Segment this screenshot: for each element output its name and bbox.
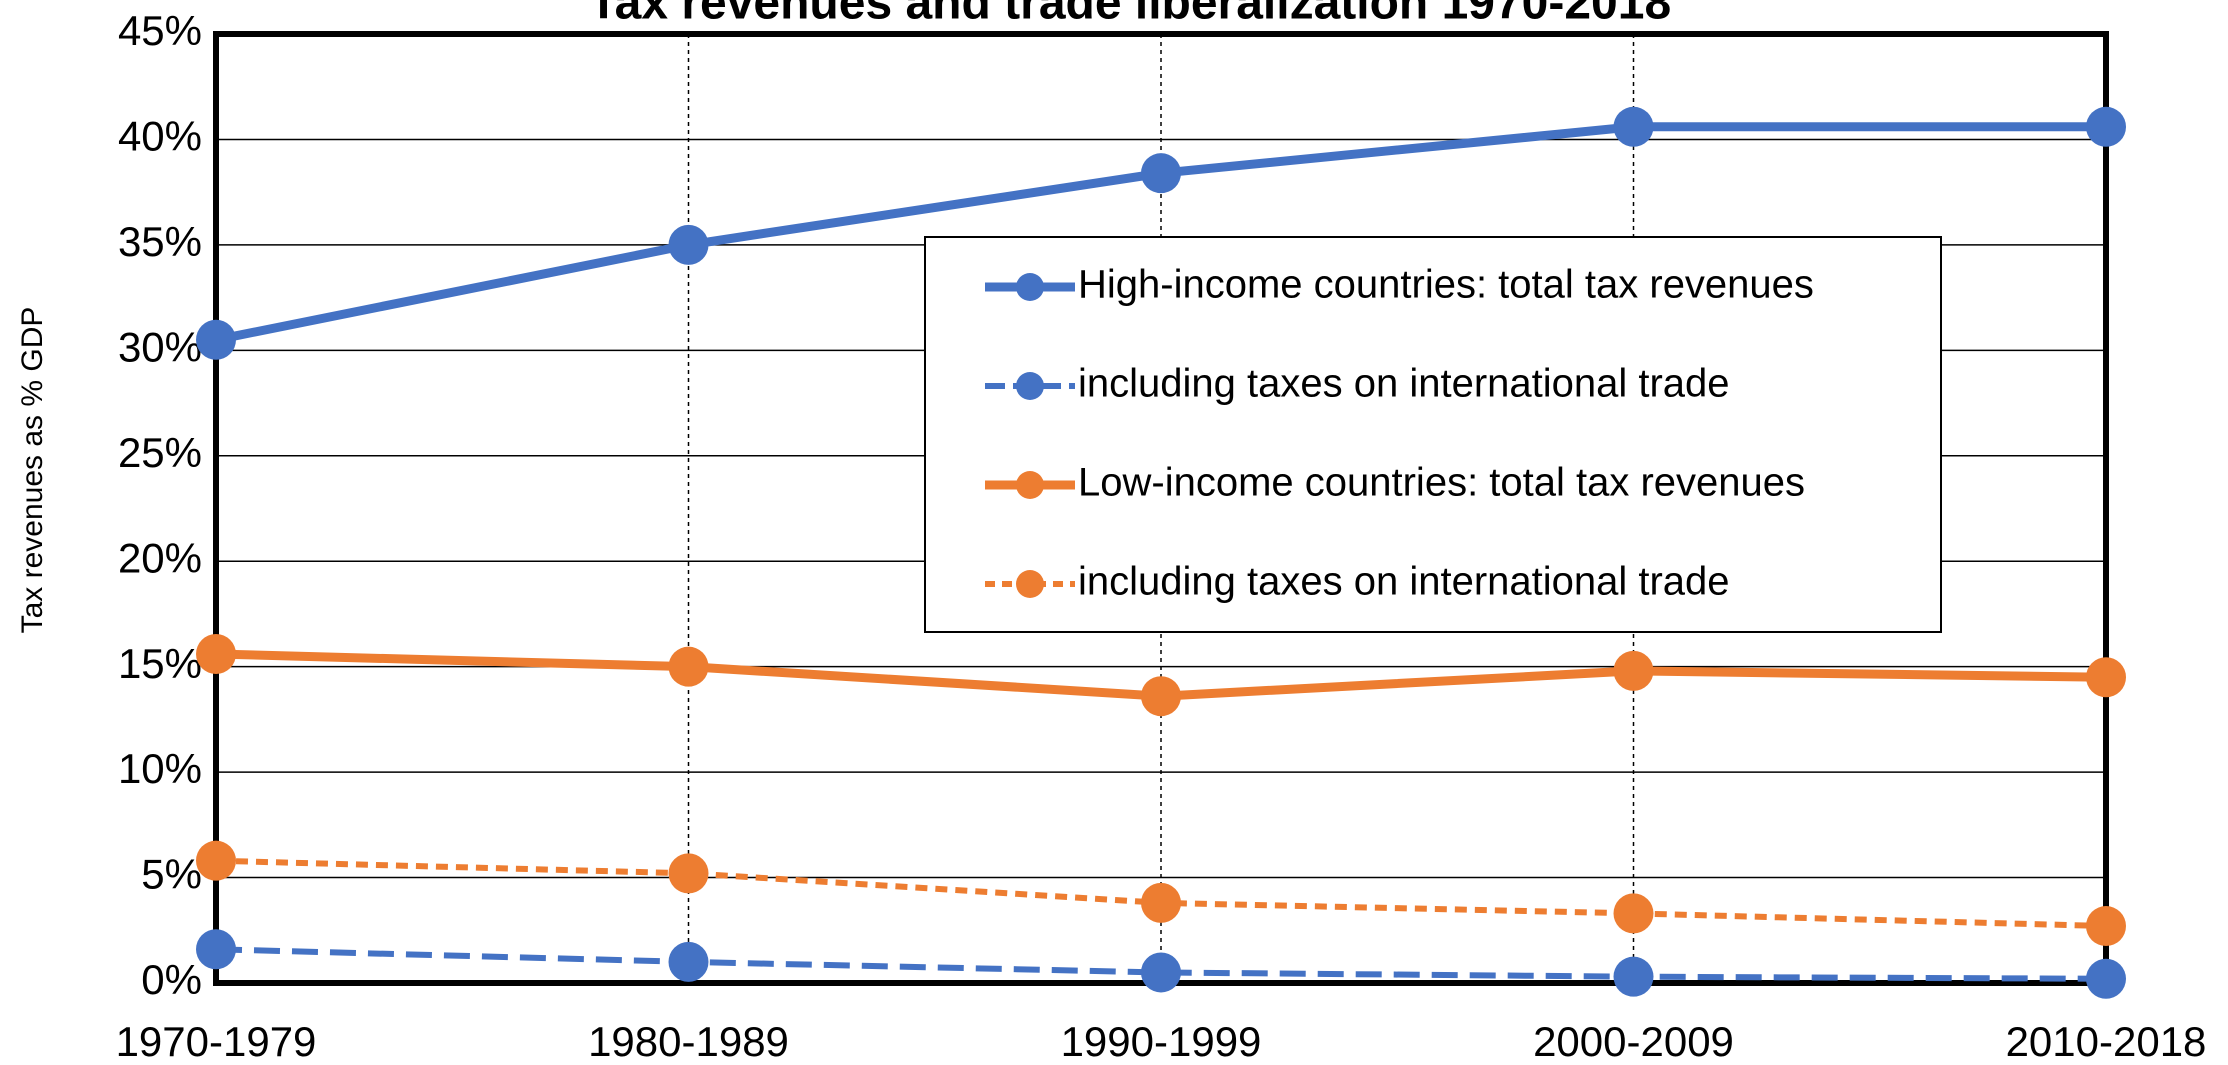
y-tick-label: 30%: [118, 323, 202, 370]
x-tick-label: 1980-1989: [588, 1018, 789, 1065]
y-tick-label: 10%: [118, 745, 202, 792]
data-point: [1141, 153, 1181, 194]
legend-label: including taxes on international trade: [1078, 362, 1730, 406]
data-point: [668, 853, 709, 894]
data-point: [196, 840, 236, 881]
legend-marker: [1016, 273, 1044, 301]
data-point: [668, 646, 709, 687]
data-point: [2086, 657, 2126, 698]
x-tick-label: 2000-2009: [1533, 1018, 1734, 1065]
y-tick-label: 35%: [118, 218, 202, 265]
data-point: [1613, 956, 1654, 997]
x-tick-label: 1970-1979: [116, 1018, 317, 1065]
legend-label: including taxes on international trade: [1078, 560, 1730, 604]
data-point: [2086, 106, 2126, 147]
y-tick-label: 25%: [118, 429, 202, 476]
y-tick-label: 5%: [141, 851, 202, 898]
data-point: [196, 929, 236, 970]
legend-label: High-income countries: total tax revenue…: [1078, 263, 1814, 307]
data-point: [668, 941, 709, 982]
y-tick-label: 40%: [118, 113, 202, 160]
x-tick-label: 2010-2018: [2006, 1018, 2207, 1065]
y-tick-label: 20%: [118, 534, 202, 581]
x-tick-label: 1990-1999: [1061, 1018, 1262, 1065]
data-point: [1141, 676, 1181, 717]
data-point: [1613, 106, 1654, 147]
legend-marker: [1016, 570, 1044, 598]
y-tick-label: 15%: [118, 640, 202, 687]
legend-marker: [1016, 471, 1044, 499]
data-point: [1141, 952, 1181, 993]
data-point: [196, 319, 236, 360]
data-point: [1613, 893, 1654, 934]
data-point: [1613, 650, 1654, 691]
y-axis-label: Tax revenues as % GDP: [16, 307, 49, 634]
y-tick-label: 0%: [141, 956, 202, 1003]
data-point: [2086, 906, 2126, 947]
data-point: [2086, 958, 2126, 999]
legend-marker: [1016, 372, 1044, 400]
data-point: [196, 634, 236, 675]
data-point: [1141, 882, 1181, 923]
legend-label: Low-income countries: total tax revenues: [1078, 461, 1805, 505]
y-tick-label: 45%: [118, 7, 202, 54]
series-line: [215, 946, 2107, 982]
legend-box: [924, 236, 1942, 633]
chart-title: Tax revenues and trade liberalization 19…: [589, 0, 1671, 30]
data-point: [668, 224, 709, 265]
